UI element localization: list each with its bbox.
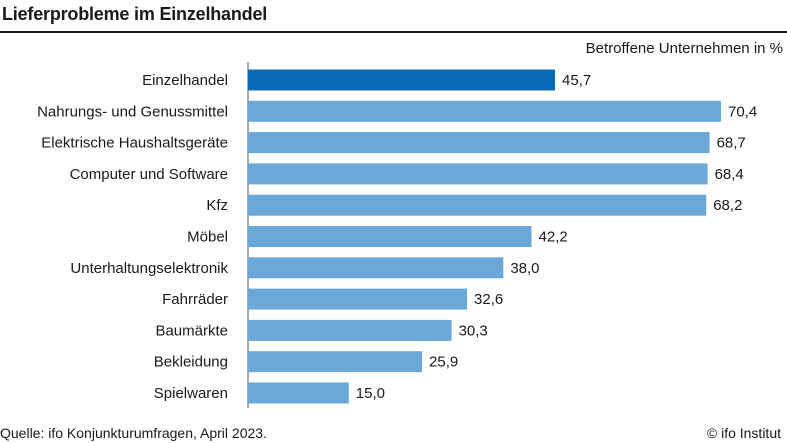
value-label: 32,6 bbox=[474, 291, 503, 308]
bar bbox=[248, 132, 710, 154]
category-label: Computer und Software bbox=[70, 166, 228, 183]
title-divider bbox=[0, 31, 787, 33]
category-label: Baumärkte bbox=[155, 322, 228, 339]
category-label: Fahrräder bbox=[162, 291, 228, 308]
category-label: Spielwaren bbox=[154, 385, 228, 402]
bar bbox=[248, 226, 532, 247]
category-label: Kfz bbox=[206, 197, 228, 214]
value-label: 42,2 bbox=[539, 229, 568, 246]
value-label: 38,0 bbox=[510, 260, 539, 277]
bar-chart: Einzelhandel 45,7 Nahrungs- und Genussmitt… bbox=[37, 62, 757, 408]
chart-title: Lieferprobleme im Einzelhandel bbox=[2, 4, 268, 24]
bar bbox=[248, 194, 707, 216]
bar bbox=[248, 319, 452, 341]
bar bbox=[248, 69, 556, 91]
value-label: 45,7 bbox=[562, 72, 591, 89]
value-label: 15,0 bbox=[356, 385, 385, 402]
bar bbox=[248, 382, 349, 404]
bar bbox=[248, 351, 423, 373]
category-label: Unterhaltungselektronik bbox=[70, 260, 228, 277]
copyright-credit: © ifo Institut bbox=[706, 425, 781, 441]
value-label: 30,3 bbox=[459, 322, 488, 339]
bar bbox=[248, 163, 708, 185]
category-label: Elektrische Haushaltsgeräte bbox=[41, 135, 228, 152]
bar bbox=[248, 288, 468, 310]
category-label: Einzelhandel bbox=[142, 72, 228, 89]
bar bbox=[248, 257, 504, 279]
source-note: Quelle: ifo Konjunkturumfragen, April 20… bbox=[0, 425, 267, 441]
category-label: Bekleidung bbox=[154, 354, 228, 371]
unit-label: Betroffene Unternehmen in % bbox=[585, 40, 783, 57]
category-label: Möbel bbox=[187, 229, 228, 246]
category-label: Nahrungs- und Genussmittel bbox=[37, 103, 228, 120]
bar bbox=[248, 100, 721, 122]
value-label: 70,4 bbox=[728, 103, 757, 120]
value-label: 25,9 bbox=[429, 354, 458, 371]
value-label: 68,4 bbox=[715, 166, 744, 183]
value-label: 68,2 bbox=[713, 197, 742, 214]
value-label: 68,7 bbox=[717, 135, 746, 152]
